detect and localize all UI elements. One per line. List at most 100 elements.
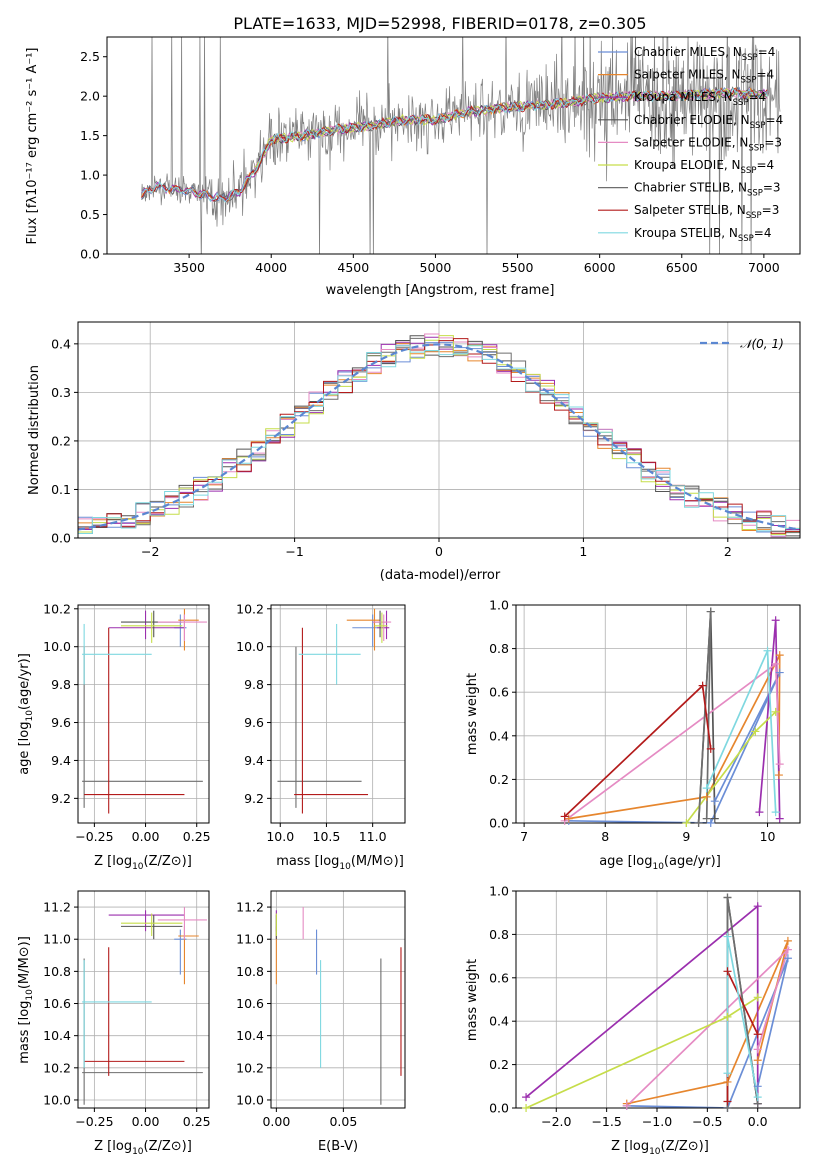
weight-marker bbox=[564, 814, 573, 823]
weight-marker bbox=[775, 760, 784, 769]
mass-vs-Z-ytick-label: 10.2 bbox=[43, 1060, 71, 1075]
weight-marker bbox=[753, 1093, 762, 1102]
legend-entry-tail: =3 bbox=[762, 203, 780, 217]
age-vs-Z-ytick-label: 10.2 bbox=[43, 601, 71, 616]
legend-entry-sub: SSP bbox=[741, 166, 757, 176]
legend-entry-tail: =4 bbox=[758, 45, 776, 59]
observed-spectrum-line bbox=[141, 37, 781, 254]
weight-marker bbox=[560, 812, 569, 821]
residuals-xtick-label: −1 bbox=[285, 544, 303, 559]
legend-entry-name: Kroupa STELIB, N bbox=[634, 226, 738, 240]
weight-vs-age-xlabel-part: (age/yr)] bbox=[664, 854, 721, 869]
age-vs-mass-frame bbox=[270, 604, 406, 824]
age-vs-Z-xtick-label: 0.25 bbox=[183, 829, 211, 844]
mass-vs-Z-xlabel-part: Z [log bbox=[94, 1139, 132, 1154]
weight-marker bbox=[753, 1082, 762, 1091]
weight-vs-age-ytick-label: 0.2 bbox=[489, 772, 509, 787]
mass-vs-ebv-ytick-label: 11.0 bbox=[236, 932, 264, 947]
legend-entry-sub: SSP bbox=[742, 53, 758, 63]
weight-marker bbox=[723, 967, 732, 976]
weight-marker bbox=[771, 616, 780, 625]
residuals-xtick-label: 0 bbox=[435, 544, 443, 559]
mass-vs-Z-ytick-label: 10.0 bbox=[43, 1092, 71, 1107]
mass-vs-ebv-ytick-label: 11.2 bbox=[236, 900, 264, 915]
weight-marker bbox=[751, 727, 760, 736]
weight-marker bbox=[702, 784, 711, 793]
weight-vs-Z-ytick-label: 0.8 bbox=[489, 927, 509, 942]
mass-vs-ebv-plot bbox=[275, 907, 402, 1105]
legend-entry-name: Chabrier ELODIE, N bbox=[634, 113, 750, 127]
spectrum-ytick-label: 1.5 bbox=[80, 128, 100, 143]
legend-entry: Chabrier STELIB, NSSP=3 bbox=[634, 181, 781, 199]
weight-vs-age-ytick-label: 0.4 bbox=[489, 728, 509, 743]
legend-entry-tail: =4 bbox=[756, 68, 774, 82]
age-vs-Z-axes: −0.25 0.00 0.259.29.49.69.810.010.2Z [log1… bbox=[17, 601, 211, 872]
mass-vs-ebv-frame bbox=[270, 890, 406, 1109]
weight-marker bbox=[783, 945, 792, 954]
weight-vs-age-xlabel: age [log10(age/yr)] bbox=[599, 854, 721, 872]
legend-entry: Salpeter MILES, NSSP=4 bbox=[634, 68, 774, 86]
legend-entry-name: Salpeter MILES, N bbox=[634, 68, 741, 82]
legend-entry-sub: SSP bbox=[738, 234, 754, 244]
weight-vs-age-xlabel-sub: 10 bbox=[652, 862, 664, 872]
residuals-ylabel: Normed distribution bbox=[27, 365, 42, 495]
weight-marker bbox=[706, 744, 715, 753]
weight-marker bbox=[622, 1101, 631, 1110]
weight-marker bbox=[753, 1045, 762, 1054]
normal-curve bbox=[78, 343, 800, 531]
legend-entry-sub: SSP bbox=[750, 121, 766, 131]
legend-entry: Chabrier ELODIE, NSSP=4 bbox=[634, 113, 783, 131]
spectrum-ytick-label: 2.5 bbox=[80, 49, 100, 64]
weight-line bbox=[726, 970, 759, 1102]
weight-vs-Z-xtick-label: −1.5 bbox=[591, 1114, 621, 1129]
weight-line bbox=[758, 620, 781, 819]
age-vs-mass-ytick-label: 10.2 bbox=[236, 601, 264, 616]
mass-vs-Z-ytick-label: 11.0 bbox=[43, 932, 71, 947]
weight-vs-age-ytick-label: 1.0 bbox=[489, 598, 509, 613]
residual-histogram bbox=[78, 345, 800, 534]
age-vs-Z-xlabel: Z [log10(Z/Z⊙)] bbox=[94, 854, 192, 872]
weight-marker bbox=[753, 1056, 762, 1065]
spectrum-axes: 3500 4000 4500 5000 5500 6000 6500 7000 0.0 0.5 1.… bbox=[25, 36, 801, 298]
weight-vs-Z-ytick-label: 1.0 bbox=[489, 884, 509, 899]
age-vs-mass-ytick-label: 9.2 bbox=[244, 791, 264, 806]
spectrum-plot bbox=[141, 37, 781, 254]
figure-title: PLATE=1633, MJD=52998, FIBERID=0178, z=0… bbox=[233, 14, 646, 33]
age-vs-mass-xtick-label: 10.5 bbox=[313, 829, 341, 844]
legend-entry-sub: SSP bbox=[733, 98, 749, 108]
weight-marker bbox=[702, 814, 711, 823]
weight-marker bbox=[753, 1030, 762, 1039]
mass-vs-Z-plot bbox=[82, 907, 207, 1105]
age-vs-Z-ytick-label: 9.4 bbox=[51, 753, 71, 768]
weight-marker bbox=[775, 814, 784, 823]
weight-marker bbox=[771, 808, 780, 817]
mass-vs-Z-ylabel-part: mass [log bbox=[17, 1001, 32, 1064]
legend-entry: Kroupa STELIB, NSSP=4 bbox=[634, 226, 772, 244]
weight-vs-age-xtick-label: 10 bbox=[760, 829, 776, 844]
weight-vs-age-plot bbox=[564, 611, 781, 823]
age-vs-Z-xtick-label: −0.25 bbox=[75, 829, 113, 844]
weight-marker bbox=[723, 932, 732, 941]
mass-vs-Z-frame bbox=[77, 890, 210, 1109]
age-vs-mass-ytick-label: 9.8 bbox=[244, 677, 264, 692]
legend-entry: Salpeter ELODIE, NSSP=3 bbox=[634, 135, 782, 153]
legend-entry-sub: SSP bbox=[746, 211, 762, 221]
legend-entry: Salpeter STELIB, NSSP=3 bbox=[634, 203, 779, 221]
weight-vs-age-xtick-label: 7 bbox=[520, 829, 528, 844]
age-vs-Z-ylabel-part: (age/yr)] bbox=[17, 653, 32, 710]
weight-line bbox=[564, 683, 712, 818]
legend-entry-name: Chabrier MILES, N bbox=[634, 45, 742, 59]
legend-entry-tail: =4 bbox=[766, 113, 784, 127]
spectrum-xtick-label: 4000 bbox=[255, 260, 287, 275]
weight-marker bbox=[706, 819, 715, 827]
model-spectrum-line bbox=[254, 86, 768, 175]
weight-marker bbox=[698, 681, 707, 690]
age-vs-mass-xtick-label: 11.0 bbox=[359, 829, 387, 844]
residuals-ytick-label: 0.2 bbox=[51, 433, 71, 448]
spectrum-xtick-label: 6500 bbox=[666, 260, 698, 275]
legend-entry-name: Kroupa MILES, N bbox=[634, 90, 733, 104]
mass-vs-Z-ytick-label: 10.6 bbox=[43, 996, 71, 1011]
weight-marker bbox=[723, 1069, 732, 1078]
residuals-ytick-label: 0.3 bbox=[51, 385, 71, 400]
age-vs-mass-xlabel: mass [log10(M/M⊙)] bbox=[276, 854, 404, 872]
